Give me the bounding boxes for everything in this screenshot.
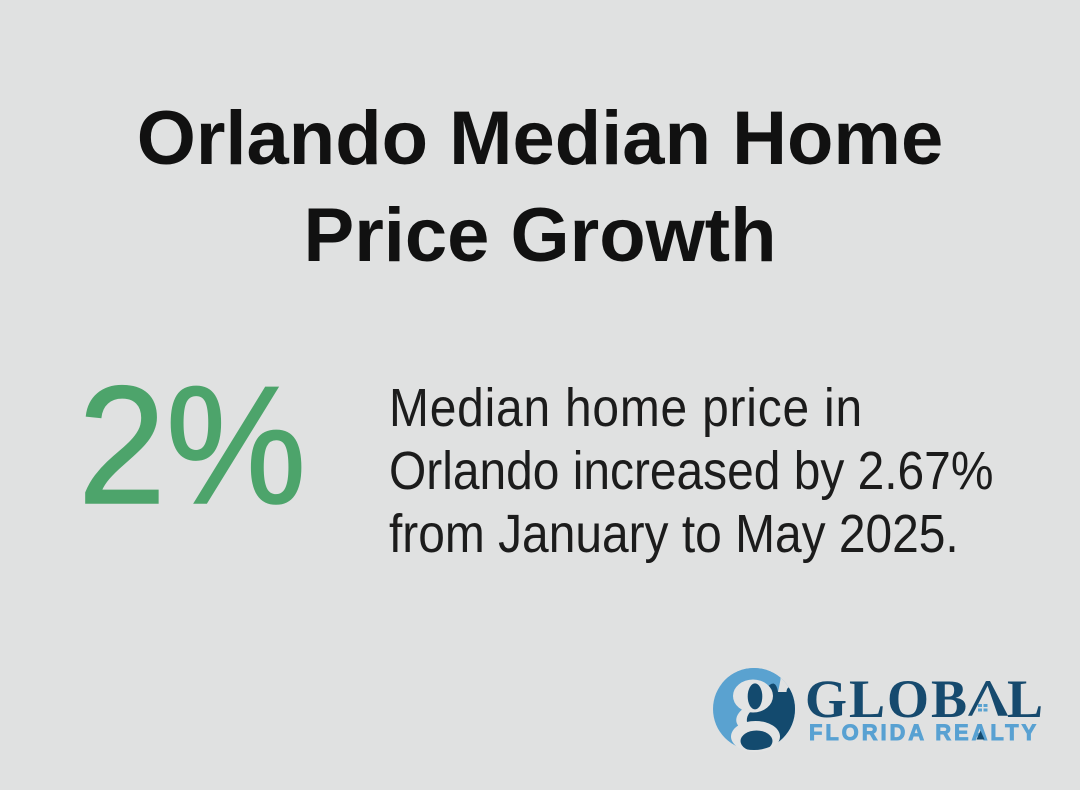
svg-text:FLORIDA REALTY: FLORIDA REALTY xyxy=(809,720,1039,745)
svg-text:L: L xyxy=(1007,669,1043,729)
svg-text:GLOB: GLOB xyxy=(805,669,969,729)
